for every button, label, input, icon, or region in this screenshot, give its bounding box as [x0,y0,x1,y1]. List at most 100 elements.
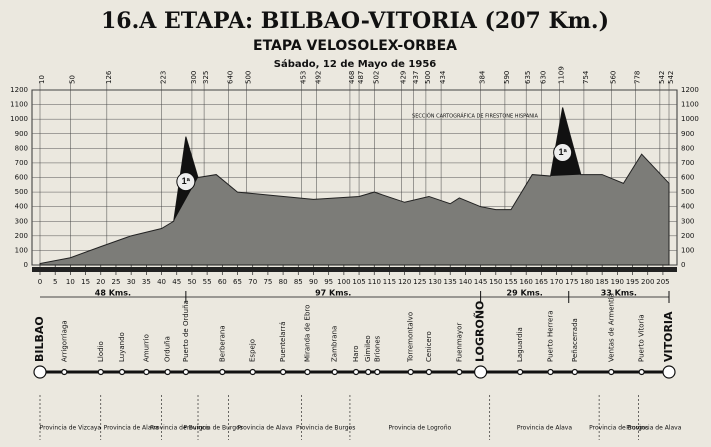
y-tick-label: 900 [15,130,28,138]
spot-height: 635 [524,71,532,84]
town-marker [61,368,68,376]
x-tick-label: 135 [444,278,457,286]
x-tick-label: 170 [550,278,563,286]
y-tick-label: 800 [15,144,28,152]
town-marker [304,368,311,376]
y-tick-label: 500 [681,188,694,196]
chart-subtitle: ETAPA VELOSOLEX-ORBEA [253,38,457,54]
x-tick-label: 205 [656,278,669,286]
town-name: Ventas de Armentia [607,293,615,362]
segment-label: 48 Kms. [95,289,131,298]
spot-height: 325 [202,71,210,84]
town-marker [331,368,338,376]
town-name: Cenicero [425,331,433,362]
town-name: Luyando [118,332,126,362]
town-name: Espejo [249,339,257,362]
town-marker [143,368,150,376]
province-name: Provincia de Alava [237,425,292,432]
x-tick-label: 150 [489,278,502,286]
x-tick-label: 60 [218,278,227,286]
town-name: Peñacerrada [571,318,579,362]
annotation: SECCIÓN CARTOGRÁFICA DE FIRESTONE HISPAN… [412,113,538,120]
x-tick-label: 120 [398,278,411,286]
x-tick-label: 70 [248,278,257,286]
y-tick-label: 100 [15,246,28,254]
segment-label: 29 Kms. [507,289,543,298]
town-marker [182,368,189,376]
spot-height: 126 [105,70,113,84]
spot-height: 500 [424,71,432,84]
x-tick-label: 125 [413,278,426,286]
y-tick-label: 400 [15,203,28,211]
town-marker [279,368,287,376]
spot-height: 640 [226,71,234,84]
spot-height: 50 [68,75,76,84]
x-tick-label: 20 [96,278,105,286]
segment-label: 33 Kms. [601,289,637,298]
town-name: Miranda de Ebro [303,305,311,362]
province-name: Provincia de Alava [104,425,159,432]
province-name: Provincia de Burgos [296,425,355,432]
town-marker [456,368,463,376]
x-tick-label: 155 [504,278,517,286]
spot-height: 502 [372,71,380,84]
spot-height: 223 [160,71,168,84]
town-name: Briones [373,335,381,362]
y-tick-label: 1200 [681,86,699,94]
x-tick-label: 45 [172,278,181,286]
climb-badge [553,143,573,162]
climb-label: 1ª [182,176,191,186]
town-name: BILBAO [33,316,46,362]
y-tick-label: 1000 [10,115,28,123]
x-tick-label: 5 [53,278,57,286]
x-tick-label: 85 [294,278,303,286]
town-marker [118,368,126,376]
town-marker [407,368,414,376]
spot-height: 429 [400,71,408,84]
climb-badge [176,172,196,192]
x-tick-label: 180 [580,278,593,286]
town-name: Arrigorriaga [60,320,68,362]
spot-height: 492 [315,71,323,84]
y-tick-label: 900 [681,130,694,138]
chart-date: Sábado, 12 de Mayo de 1956 [274,58,437,70]
y-tick-label: 1100 [681,101,699,109]
town-name: Puerto Herrera [546,311,554,363]
spot-height: 487 [357,71,365,84]
x-tick-label: 40 [157,278,166,286]
town-name: Puentelarrá [279,322,287,363]
x-tick-label: 165 [535,278,548,286]
x-tick-label: 115 [383,278,396,286]
spot-height: 384 [479,70,487,84]
x-tick-label: 105 [352,278,365,286]
town-marker [365,368,372,376]
x-tick-label: 95 [324,278,333,286]
town-name: Berberana [218,325,226,362]
town-name: Haro [352,345,360,362]
town-name: Llodio [97,341,105,362]
y-tick-label: 1000 [681,115,699,123]
spot-height: 560 [609,71,617,84]
town-name: Zambrana [331,326,339,362]
x-tick-label: 55 [203,278,212,286]
x-tick-label: 10 [66,278,75,286]
y-tick-label: 300 [681,217,694,225]
spot-height: 453 [299,71,307,84]
segment-label: 97 Kms. [315,289,351,298]
town-marker [425,368,433,376]
town-marker [219,368,226,376]
x-tick-label: 185 [595,278,608,286]
town-marker [547,368,554,376]
spot-height: 778 [634,71,642,84]
y-tick-label: 1100 [10,101,28,109]
x-tick-label: 160 [519,278,532,286]
x-tick-label: 195 [626,278,639,286]
x-tick-label: 200 [641,278,654,286]
chart-title: 16.A ETAPA: BILBAO-VITORIA (207 Km.) [101,8,609,34]
province-name: Provincia de Logroño [388,425,451,432]
town-marker [352,368,360,376]
town-marker [33,365,47,379]
province-name: Provincia de Alava [517,425,572,432]
spot-height: 754 [582,70,590,84]
